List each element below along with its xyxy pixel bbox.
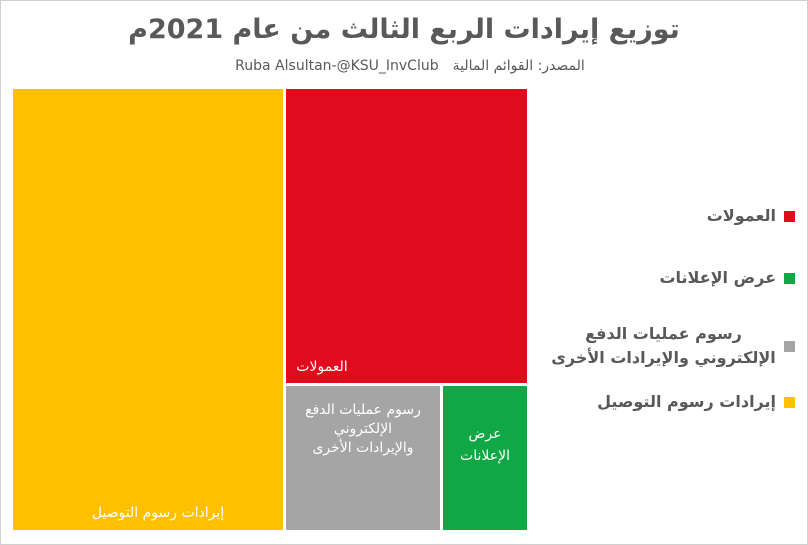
legend-swatch	[784, 272, 795, 284]
legend-swatch	[784, 210, 795, 222]
chart-title: توزيع إيرادات الربع الثالث من عام 2021م	[128, 14, 680, 45]
legend-entry-advertising: عرض الإعلانات	[545, 266, 795, 290]
legend-label: إيرادات رسوم التوصيل	[597, 392, 776, 411]
chart-subtitle: Ruba Alsultan-@KSU_InvClub المصدر: القوائ…	[190, 58, 630, 74]
legend-label: عرض الإعلانات	[659, 268, 776, 287]
legend-entry-payment-fees: رسوم عمليات الدفع الإلكتروني والإيرادات …	[545, 322, 795, 370]
treemap-label-delivery-fees: إيرادات رسوم التوصيل	[92, 505, 224, 521]
legend-entry-commissions: العمولات	[545, 204, 795, 228]
treemap-label-commissions: العمولات	[296, 359, 347, 375]
legend-swatch	[784, 396, 795, 408]
treemap-tile-payment-fees	[286, 386, 440, 530]
legend-label: رسوم عمليات الدفع الإلكتروني والإيرادات …	[551, 324, 776, 367]
legend-entry-delivery-fees: إيرادات رسوم التوصيل	[545, 390, 795, 414]
legend-swatch	[784, 340, 795, 352]
subtitle-author: Ruba Alsultan-@KSU_InvClub	[235, 58, 439, 74]
subtitle-source: المصدر: القوائم المالية	[452, 58, 585, 74]
treemap-label-payment-fees: رسوم عمليات الدفع الإلكتروني والإيرادات ال…	[305, 402, 421, 456]
treemap-tile-commissions	[286, 89, 527, 383]
legend-label: العمولات	[706, 206, 776, 225]
treemap-tile-advertising	[443, 386, 527, 530]
treemap-tile-delivery-fees	[13, 89, 283, 530]
treemap-label-advertising: عرض الإعلانات	[460, 426, 510, 464]
